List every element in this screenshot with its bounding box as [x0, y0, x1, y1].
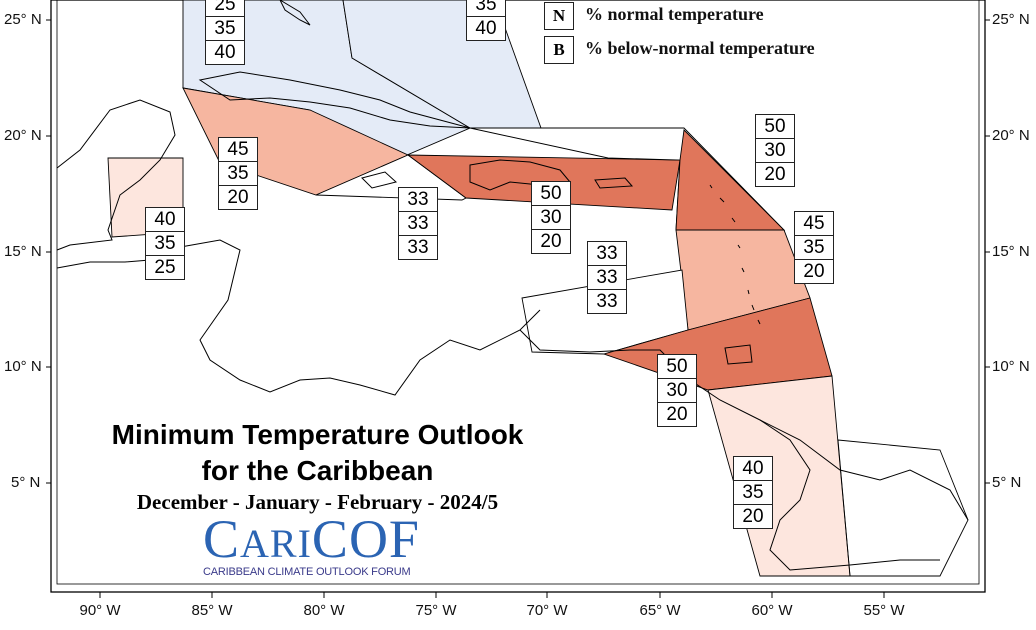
- prob-normal: 35: [146, 232, 184, 256]
- prob-box-belize: 40 35 25: [145, 207, 185, 280]
- prob-below: 40: [214, 42, 236, 63]
- prob-box-windwards: 45 35 20: [794, 211, 834, 284]
- prob-above: 50: [658, 355, 696, 379]
- region-east-outline: [837, 439, 969, 577]
- lon-label-55w: 55° W: [863, 602, 905, 619]
- prob-box-hispaniola: 50 30 20: [531, 181, 571, 254]
- lat-label-25n-right: 25° N: [992, 11, 1030, 28]
- prob-below: 25: [154, 257, 176, 278]
- prob-below: 20: [764, 164, 786, 185]
- prob-normal: 35: [795, 236, 833, 260]
- prob-below: 20: [540, 231, 562, 252]
- coast-guiana-interior: [759, 419, 940, 571]
- prob-box-central-sea: 33 33 33: [398, 187, 438, 260]
- lon-label-60w: 60° W: [751, 602, 793, 619]
- prob-below: 33: [596, 291, 618, 312]
- prob-box-bahamas-west: 25 35 40: [205, 0, 245, 65]
- lon-label-65w: 65° W: [639, 602, 681, 619]
- prob-box-bahamas-east: 35 40: [466, 0, 506, 41]
- prob-normal: 35: [206, 17, 244, 41]
- prob-normal: 35: [467, 0, 505, 17]
- prob-below: 20: [742, 506, 764, 527]
- prob-above: 25: [206, 0, 244, 17]
- prob-normal: 30: [532, 206, 570, 230]
- prob-normal: 35: [734, 481, 772, 505]
- title-line-3: December - January - February - 2024/5: [136, 490, 499, 514]
- logo-letters-ari: ARI: [240, 521, 312, 566]
- lon-label-70w: 70° W: [526, 602, 568, 619]
- lat-label-5n-right: 5° N: [992, 474, 1022, 491]
- title-line-2: for the Caribbean: [201, 455, 434, 486]
- coast-trinidad: [724, 344, 753, 365]
- prob-box-trinidad: 50 30 20: [657, 354, 697, 427]
- prob-above: 40: [734, 457, 772, 481]
- legend-text-normal: % normal temperature: [585, 4, 764, 24]
- lat-label-15n-right: 15° N: [992, 243, 1030, 260]
- coast-cuba: [198, 71, 471, 129]
- coast-jamaica: [361, 171, 398, 189]
- prob-normal: 33: [399, 212, 437, 236]
- coast-florida: [279, 0, 311, 26]
- prob-box-abc: 33 33 33: [587, 241, 627, 314]
- logo-letters-cof: COF: [311, 509, 420, 569]
- lat-label-20n: 20° N: [4, 127, 42, 144]
- prob-above: 50: [532, 182, 570, 206]
- prob-box-guianas: 40 35 20: [733, 456, 773, 529]
- lat-label-15n: 15° N: [4, 243, 42, 260]
- coast-lesser-antilles: [709, 184, 761, 325]
- prob-above: 45: [795, 212, 833, 236]
- prob-above: 45: [219, 138, 257, 162]
- prob-above: 33: [588, 242, 626, 266]
- region-guianas: [707, 375, 851, 577]
- lat-label-25n: 25° N: [4, 11, 42, 28]
- lon-label-80w: 80° W: [303, 602, 345, 619]
- prob-below: 40: [475, 18, 497, 39]
- title-line-1: Minimum Temperature Outlook: [111, 419, 524, 450]
- prob-above: 33: [399, 188, 437, 212]
- prob-box-cuba: 45 35 20: [218, 137, 258, 210]
- legend-text-below: % below-normal temperature: [585, 38, 815, 58]
- prob-below: 20: [666, 404, 688, 425]
- prob-normal: 30: [658, 379, 696, 403]
- lon-label-90w: 90° W: [79, 602, 121, 619]
- legend-key-normal: N: [544, 2, 574, 30]
- prob-below: 20: [803, 261, 825, 282]
- lon-label-75w: 75° W: [415, 602, 457, 619]
- caricof-logo-subtitle: CARIBBEAN CLIMATE OUTLOOK FORUM: [203, 566, 411, 578]
- coast-puerto-rico: [594, 177, 634, 189]
- legend-key-below: B: [544, 36, 574, 64]
- lat-label-5n: 5° N: [11, 474, 41, 491]
- coast-south-america: [519, 329, 969, 521]
- caricof-logo: CARICOF: [203, 512, 420, 571]
- lat-label-10n: 10° N: [4, 358, 42, 375]
- prob-box-leeward-islands: 50 30 20: [755, 114, 795, 187]
- logo-letter-c: C: [203, 509, 241, 569]
- prob-normal: 33: [588, 266, 626, 290]
- lon-label-85w: 85° W: [191, 602, 233, 619]
- prob-above: 50: [756, 115, 794, 139]
- coast-central-america: [56, 239, 541, 396]
- prob-below: 33: [407, 237, 429, 258]
- prob-normal: 35: [219, 162, 257, 186]
- prob-above: 40: [146, 208, 184, 232]
- prob-normal: 30: [756, 139, 794, 163]
- lat-label-10n-right: 10° N: [992, 358, 1030, 375]
- coast-mexico-yucatan: [56, 99, 176, 251]
- lat-label-20n-right: 20° N: [992, 127, 1030, 144]
- prob-below: 20: [227, 187, 249, 208]
